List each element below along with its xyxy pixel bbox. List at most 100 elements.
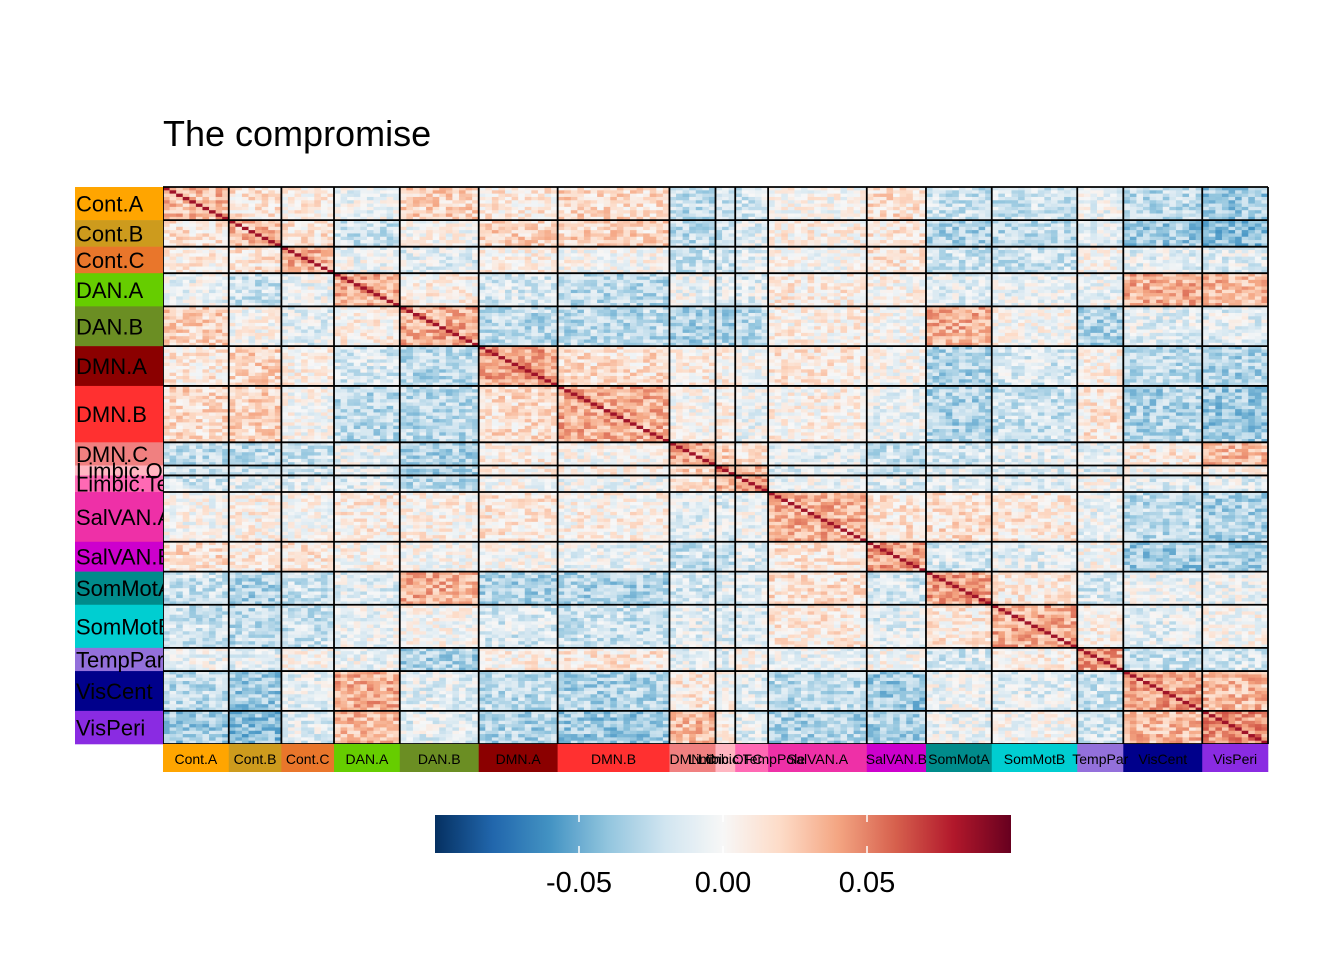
heatmap-cell [1044, 200, 1051, 204]
heatmap-cell [420, 197, 427, 201]
heatmap-cell [281, 214, 288, 218]
heatmap-cell [347, 194, 354, 198]
heatmap-cell [867, 197, 874, 201]
heatmap-cell [716, 237, 723, 241]
heatmap-cell [406, 223, 413, 227]
heatmap-cell [1169, 204, 1176, 208]
heatmap-cell [433, 230, 440, 234]
heatmap-cell [249, 267, 256, 271]
heatmap-cell [781, 250, 788, 254]
heatmap-cell [183, 190, 190, 194]
heatmap-cell [1097, 223, 1104, 227]
heatmap-cell [1242, 207, 1249, 211]
heatmap-cell [202, 260, 209, 264]
heatmap-cell [433, 204, 440, 208]
heatmap-cell [821, 250, 828, 254]
heatmap-cell [1058, 200, 1065, 204]
heatmap-cell [689, 240, 696, 244]
heatmap-cell [1163, 210, 1170, 214]
heatmap-cell [1090, 223, 1097, 227]
heatmap-cell [1097, 260, 1104, 264]
heatmap-cell [314, 223, 321, 227]
heatmap-cell [643, 194, 650, 198]
heatmap-cell [1255, 214, 1262, 218]
heatmap-cell [827, 190, 834, 194]
heatmap-cell [867, 207, 874, 211]
heatmap-cell [400, 190, 407, 194]
heatmap-cell [1235, 227, 1242, 231]
heatmap-cell [637, 237, 644, 241]
heatmap-cell [643, 277, 650, 281]
heatmap-cell [163, 197, 170, 201]
heatmap-cell [880, 237, 887, 241]
heatmap-cell [531, 200, 538, 204]
heatmap-cell [1176, 200, 1183, 204]
heatmap-cell [433, 194, 440, 198]
heatmap-cell [604, 197, 611, 201]
heatmap-cell [1248, 210, 1255, 214]
heatmap-cell [387, 267, 394, 271]
heatmap-cell [387, 190, 394, 194]
heatmap-cell [347, 250, 354, 254]
heatmap-cell [1182, 233, 1189, 237]
heatmap-cell [1064, 214, 1071, 218]
heatmap-cell [518, 230, 525, 234]
heatmap-cell [880, 200, 887, 204]
heatmap-cell [1229, 227, 1236, 231]
heatmap-cell [716, 200, 723, 204]
heatmap-cell [413, 200, 420, 204]
heatmap-cell [801, 197, 808, 201]
heatmap-cell [1038, 214, 1045, 218]
heatmap-cell [887, 210, 894, 214]
heatmap-cell [176, 223, 183, 227]
heatmap-cell [1189, 257, 1196, 261]
heatmap-cell [933, 277, 940, 281]
heatmap-cell [702, 227, 709, 231]
heatmap-cell [1084, 253, 1091, 257]
heatmap-cell [880, 253, 887, 257]
heatmap-cell [1058, 210, 1065, 214]
heatmap-cell [748, 240, 755, 244]
heatmap-cell [992, 250, 999, 254]
heatmap-cell [906, 204, 913, 208]
heatmap-cell [1235, 207, 1242, 211]
heatmap-cell [420, 194, 427, 198]
heatmap-cell [202, 230, 209, 234]
heatmap-cell [400, 267, 407, 271]
heatmap-cell [439, 250, 446, 254]
heatmap-cell [544, 240, 551, 244]
heatmap-cell [189, 267, 196, 271]
heatmap-cell [426, 253, 433, 257]
heatmap-cell [1110, 263, 1117, 267]
heatmap-cell [406, 204, 413, 208]
heatmap-cell [459, 194, 466, 198]
heatmap-cell [1150, 263, 1157, 267]
heatmap-cell [742, 253, 749, 257]
heatmap-cell [249, 197, 256, 201]
heatmap-cell [301, 223, 308, 227]
heatmap-cell [972, 230, 979, 234]
heatmap-cell [873, 210, 880, 214]
heatmap-cell [1044, 227, 1051, 231]
heatmap-cell [367, 267, 374, 271]
heatmap-cell [702, 257, 709, 261]
heatmap-cell [301, 263, 308, 267]
heatmap-cell [1209, 204, 1216, 208]
heatmap-cell [1229, 214, 1236, 218]
heatmap-cell [485, 197, 492, 201]
heatmap-cell [1084, 240, 1091, 244]
heatmap-cell [525, 200, 532, 204]
heatmap-cell [1097, 210, 1104, 214]
heatmap-cell [380, 190, 387, 194]
chart-title: The compromise [163, 113, 431, 154]
heatmap-cell [972, 227, 979, 231]
heatmap-cell [334, 267, 341, 271]
heatmap-cell [702, 214, 709, 218]
heatmap-cell [235, 237, 242, 241]
heatmap-cell [577, 230, 584, 234]
heatmap-cell [755, 277, 762, 281]
heatmap-cell [406, 210, 413, 214]
heatmap-cell [571, 204, 578, 208]
heatmap-cell [972, 260, 979, 264]
heatmap-cell [1143, 263, 1150, 267]
